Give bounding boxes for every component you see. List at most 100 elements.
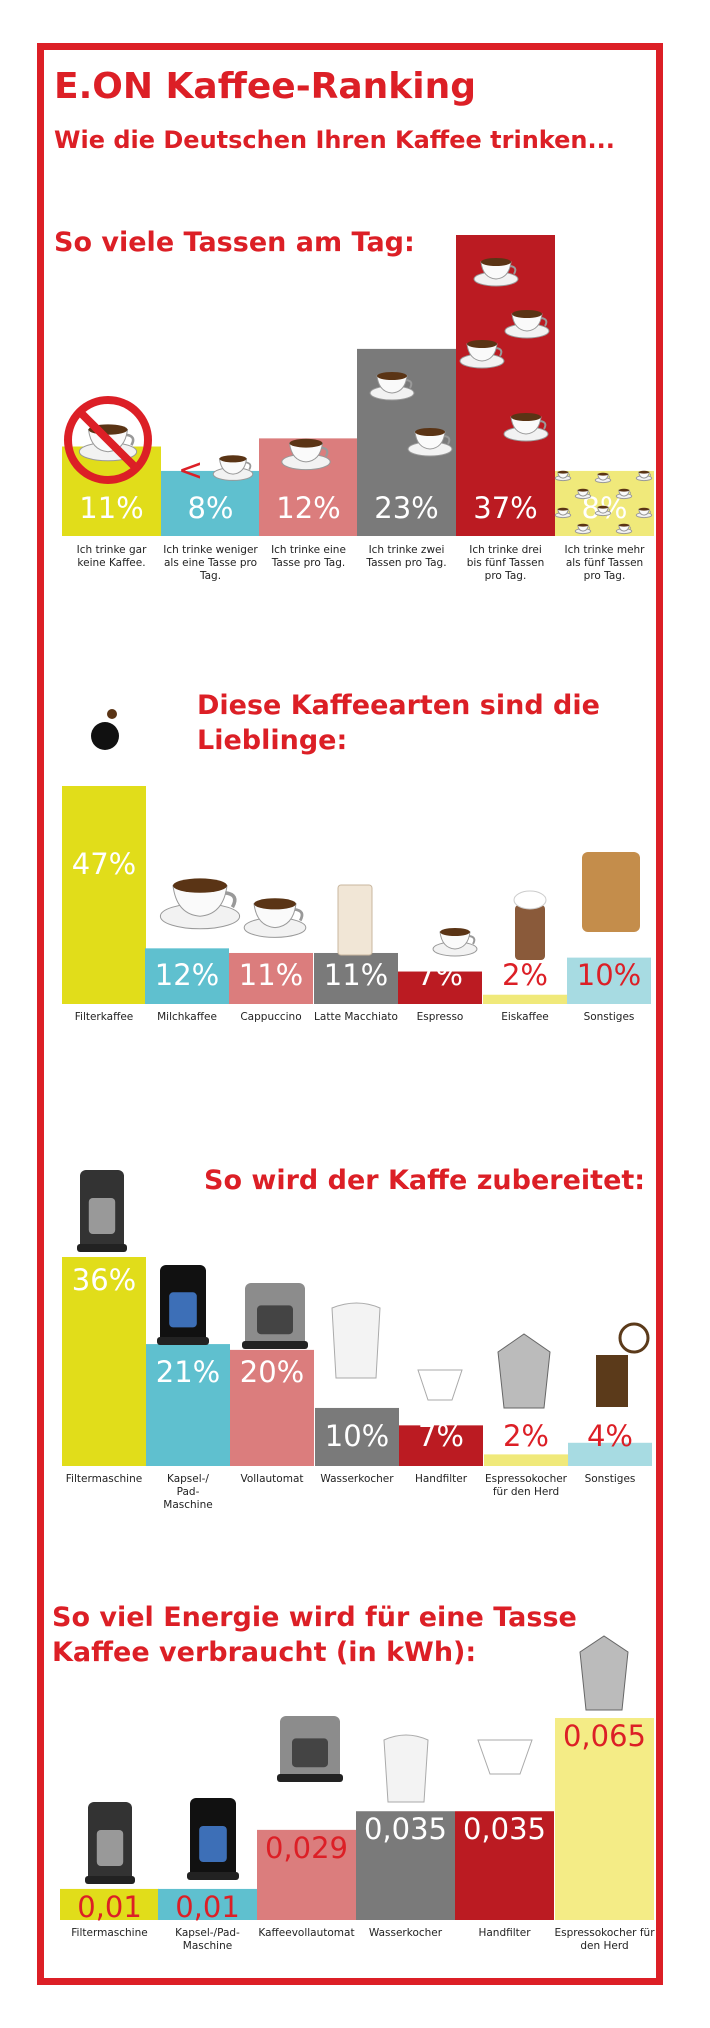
- small-cup-icon: [615, 488, 633, 500]
- prep-value-label: 36%: [72, 1263, 136, 1297]
- cups-category-label: Ich trinke weniger als eine Tasse pro Tag.: [163, 544, 258, 582]
- cups-value-label: 12%: [276, 491, 340, 525]
- hand-filter-icon: [477, 1739, 533, 1775]
- cups-category-label: Ich trinke gar keine Kaffee.: [77, 544, 147, 569]
- prep-bar-3: [230, 1349, 314, 1466]
- infographic-frame: [37, 43, 663, 1985]
- types-section-title-line1: Diese Kaffeearten sind die: [197, 690, 600, 721]
- coffee-cup-icon: [459, 340, 505, 369]
- cups-section-title: So viele Tassen am Tag:: [54, 227, 415, 258]
- types-category-label: Sonstiges: [584, 1011, 635, 1023]
- small-cup-icon: [554, 470, 572, 482]
- latte-macchiato-glass-icon: [337, 884, 373, 956]
- espresso-icon: [432, 928, 478, 957]
- kettle-icon: [383, 1734, 429, 1803]
- coffee-grinder-icon: [596, 1355, 628, 1407]
- prep-value-label: 21%: [156, 1355, 220, 1389]
- coffee-cup-icon: [503, 413, 549, 442]
- types-value-label: 11%: [239, 958, 303, 992]
- types-category-label: Latte Macchiato: [314, 1011, 398, 1023]
- coffee-bean-icon: [107, 709, 117, 719]
- small-cup-icon: [594, 472, 612, 484]
- prep-section-title: So wird der Kaffe zubereitet:: [204, 1165, 646, 1196]
- coffee-jar-icon: [582, 852, 640, 932]
- energy-section-title: So viel Energie wird für eine Tasse Kaff…: [52, 1600, 577, 1670]
- fully-automatic-machine-icon: [242, 1283, 308, 1349]
- small-cup-icon: [635, 507, 653, 519]
- coffee-cup-icon: [281, 438, 331, 471]
- types-value-label: 11%: [324, 958, 388, 992]
- energy-bar-2: [158, 1888, 257, 1920]
- hand-filter-icon: [417, 1369, 463, 1401]
- stovetop-espresso-icon: [579, 1635, 629, 1711]
- prep-value-label: 20%: [240, 1355, 304, 1389]
- energy-category-label: Kaffeevollautomat: [258, 1927, 354, 1939]
- energy-section-title-line1: So viel Energie wird für eine Tasse: [52, 1602, 577, 1633]
- prep-value-label: 4%: [587, 1419, 633, 1453]
- prep-bar-5: [399, 1425, 483, 1466]
- types-value-label: 7%: [417, 958, 463, 992]
- coffee-cup-icon: [504, 310, 550, 339]
- types-value-label: 10%: [577, 958, 641, 992]
- prep-bar-1: [62, 1257, 146, 1466]
- stovetop-espresso-icon: [497, 1333, 551, 1409]
- types-bar-3: [229, 952, 313, 1004]
- milk-coffee-icon: [159, 878, 241, 930]
- types-category-label: Eiskaffee: [501, 1011, 549, 1023]
- types-bar-2: [145, 948, 229, 1004]
- energy-category-label: Wasserkocher: [369, 1927, 443, 1939]
- coffee-cup-icon: [369, 372, 415, 401]
- types-value-label: 47%: [72, 847, 136, 881]
- prep-bar-7: [568, 1442, 652, 1466]
- energy-bar-5: [455, 1811, 554, 1920]
- prep-bar-2: [146, 1344, 230, 1466]
- energy-category-label: Handfilter: [478, 1927, 531, 1939]
- energy-bar-4: [356, 1811, 455, 1920]
- types-bar-1: [62, 786, 146, 1004]
- iced-coffee-cream-icon: [513, 890, 547, 910]
- prep-category-label: Wasserkocher: [320, 1473, 394, 1485]
- energy-value-label: 0,035: [463, 1812, 546, 1846]
- types-category-label: Espresso: [417, 1011, 464, 1023]
- prep-category-label: Vollautomat: [240, 1473, 303, 1485]
- energy-category-label: Filtermaschine: [71, 1927, 147, 1939]
- prep-value-label: 7%: [418, 1419, 464, 1453]
- prep-category-label: Kapsel-/Pad-Maschine: [163, 1473, 212, 1511]
- filter-machine-icon: [77, 1170, 127, 1252]
- energy-value-label: 0,065: [563, 1719, 646, 1753]
- prep-category-label: Handfilter: [415, 1473, 468, 1485]
- types-value-label: 2%: [502, 958, 548, 992]
- prep-bar-4: [315, 1407, 399, 1466]
- energy-category-label: Espressokocher für den Herd: [554, 1927, 655, 1952]
- cups-category-label: Ich trinke mehr als fünf Tassen pro Tag.: [564, 544, 645, 582]
- energy-section-title-line2: Kaffee verbraucht (in kWh):: [52, 1637, 477, 1669]
- coffee-cup-icon: [212, 455, 254, 481]
- capsule-machine-icon: [187, 1798, 239, 1880]
- prep-category-label: Espressokocher für den Herd: [485, 1473, 568, 1498]
- coffee-cup-icon: [473, 258, 519, 287]
- coffee-beans-cup-icon: [91, 722, 119, 750]
- prep-value-label: 2%: [503, 1419, 549, 1453]
- small-cup-icon: [615, 523, 633, 535]
- cups-category-label: Ich trinke zwei Tassen pro Tag.: [365, 544, 446, 569]
- main-subtitle: Wie die Deutschen Ihren Kaffee trinken..…: [54, 126, 615, 154]
- prep-category-label: Sonstiges: [585, 1473, 636, 1485]
- types-category-label: Cappuccino: [240, 1011, 301, 1023]
- fully-automatic-machine-icon: [277, 1716, 343, 1782]
- energy-bar-6: [555, 1718, 654, 1920]
- prohibition-slash-icon: [77, 409, 139, 471]
- types-bar-6: [483, 994, 567, 1004]
- types-bar-5: [398, 971, 482, 1004]
- small-cup-icon: [574, 523, 592, 535]
- cups-value-label: 11%: [79, 491, 143, 525]
- prep-category-label: Filtermaschine: [66, 1473, 142, 1485]
- cups-value-label: 8%: [187, 491, 233, 525]
- types-value-label: 12%: [155, 958, 219, 992]
- capsule-machine-icon: [157, 1265, 209, 1345]
- prep-bar-6: [484, 1454, 568, 1466]
- filter-machine-icon: [85, 1802, 135, 1884]
- main-title: E.ON Kaffee-Ranking: [54, 66, 476, 107]
- cups-bar-2: [161, 470, 260, 536]
